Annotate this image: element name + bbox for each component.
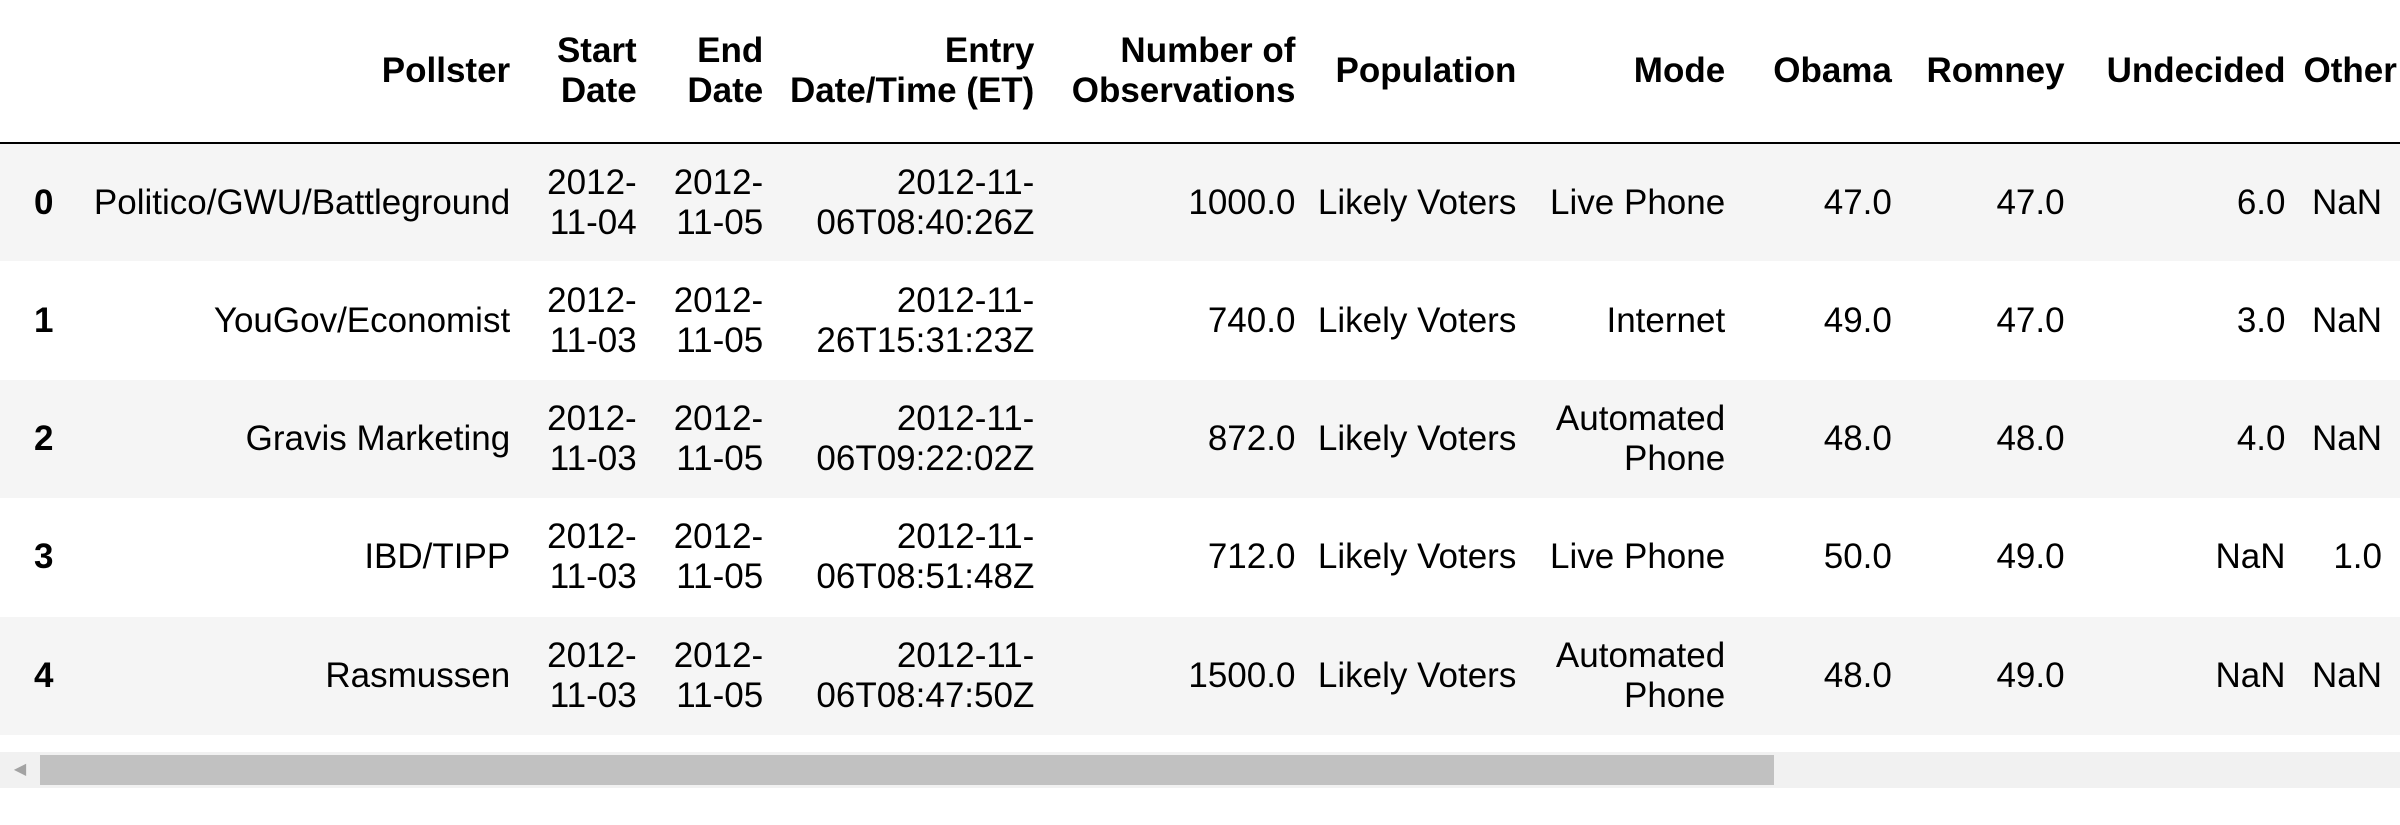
column-header-undecided: Undecided: [2106, 51, 2286, 90]
column-header-start-date: Start Date: [556, 31, 637, 110]
cell-obama: 47.0: [1823, 182, 1892, 222]
cell-end-date: 2012-11-05: [673, 517, 764, 597]
cell-entry-datetime: 2012-11-26T15:31:23Z: [816, 280, 1035, 360]
scrollbar-thumb[interactable]: [40, 755, 1774, 785]
row-index: 0: [34, 182, 54, 222]
cell-obama: 48.0: [1823, 418, 1892, 458]
cell-obama: 50.0: [1823, 537, 1892, 577]
table-row: 0 Politico/GWU/Battleground 2012-11-04 2…: [0, 143, 2400, 262]
cell-pollster: Rasmussen: [325, 655, 511, 695]
cell-undecided: 3.0: [2236, 300, 2286, 340]
cell-romney: 48.0: [1996, 418, 2065, 458]
cell-undecided: NaN: [2215, 537, 2286, 577]
cell-mode: Automated Phone: [1555, 635, 1726, 715]
dataframe-output: Pollster Start Date End Date Entry Date/…: [0, 0, 2400, 735]
header-row: Pollster Start Date End Date Entry Date/…: [0, 0, 2400, 143]
cell-end-date: 2012-11-05: [673, 398, 764, 478]
cell-romney: 49.0: [1996, 655, 2065, 695]
cell-start-date: 2012-11-03: [547, 517, 637, 597]
index-header: [0, 0, 80, 143]
column-header-end-date: End Date: [687, 31, 764, 110]
cell-other: NaN: [2311, 418, 2382, 458]
cell-number-of-observations: 712.0: [1207, 537, 1296, 577]
cell-mode: Live Phone: [1550, 537, 1726, 577]
column-header-other: Other: [2303, 51, 2397, 90]
cell-mode: Live Phone: [1550, 182, 1726, 222]
cell-undecided: NaN: [2215, 655, 2286, 695]
row-index: 2: [34, 418, 54, 458]
cell-undecided: 6.0: [2236, 182, 2286, 222]
cell-mode: Internet: [1606, 300, 1726, 340]
cell-entry-datetime: 2012-11-06T08:47:50Z: [816, 635, 1035, 715]
cell-entry-datetime: 2012-11-06T08:51:48Z: [816, 517, 1035, 597]
cell-other: 1.0: [2333, 537, 2382, 577]
column-header-number-of-observations: Number of Observations: [1071, 31, 1296, 110]
column-header-entry-datetime: Entry Date/Time (ET): [789, 31, 1035, 110]
horizontal-scrollbar[interactable]: ◀: [0, 752, 2400, 788]
cell-population: Likely Voters: [1317, 418, 1517, 458]
column-header-romney: Romney: [1926, 51, 2065, 90]
cell-end-date: 2012-11-05: [673, 635, 764, 715]
cell-population: Likely Voters: [1317, 182, 1517, 222]
cell-population: Likely Voters: [1317, 655, 1517, 695]
table-row: 1 YouGov/Economist 2012-11-03 2012-11-05…: [0, 261, 2400, 380]
cell-romney: 47.0: [1996, 182, 2065, 222]
column-header-mode: Mode: [1633, 51, 1726, 90]
cell-other: NaN: [2311, 655, 2382, 695]
cell-obama: 48.0: [1823, 655, 1892, 695]
row-index: 1: [34, 300, 54, 340]
row-index: 4: [34, 655, 54, 695]
cell-other: NaN: [2311, 300, 2382, 340]
cell-romney: 47.0: [1996, 300, 2065, 340]
cell-population: Likely Voters: [1317, 300, 1517, 340]
table-row: 2 Gravis Marketing 2012-11-03 2012-11-05…: [0, 379, 2400, 499]
cell-mode: Automated Phone: [1555, 398, 1726, 478]
dataframe-table: Pollster Start Date End Date Entry Date/…: [0, 0, 2400, 735]
cell-other: NaN: [2311, 182, 2382, 222]
cell-obama: 49.0: [1823, 300, 1892, 340]
cell-end-date: 2012-11-05: [673, 280, 764, 360]
cell-number-of-observations: 1000.0: [1188, 182, 1296, 222]
triangle-left-icon[interactable]: ◀: [13, 761, 27, 778]
cell-entry-datetime: 2012-11-06T09:22:02Z: [816, 398, 1035, 478]
cell-population: Likely Voters: [1317, 537, 1517, 577]
cell-entry-datetime: 2012-11-06T08:40:26Z: [816, 162, 1035, 242]
cell-start-date: 2012-11-03: [547, 398, 637, 478]
row-index: 3: [34, 537, 54, 577]
table-row: 4 Rasmussen 2012-11-03 2012-11-05 2012-1…: [0, 616, 2400, 735]
cell-pollster: Politico/GWU/Battleground: [93, 182, 511, 222]
cell-number-of-observations: 872.0: [1207, 418, 1296, 458]
cell-pollster: Gravis Marketing: [245, 418, 511, 458]
cell-romney: 49.0: [1996, 537, 2065, 577]
column-header-population: Population: [1335, 51, 1517, 90]
column-header-pollster: Pollster: [381, 51, 511, 90]
cell-start-date: 2012-11-04: [547, 162, 637, 242]
cell-start-date: 2012-11-03: [547, 635, 637, 715]
cell-start-date: 2012-11-03: [547, 280, 637, 360]
cell-undecided: 4.0: [2236, 418, 2286, 458]
cell-pollster: IBD/TIPP: [364, 537, 511, 577]
cell-number-of-observations: 740.0: [1207, 300, 1296, 340]
cell-number-of-observations: 1500.0: [1188, 655, 1296, 695]
cell-pollster: YouGov/Economist: [213, 300, 511, 340]
table-row: 3 IBD/TIPP 2012-11-03 2012-11-05 2012-11…: [0, 498, 2400, 617]
cell-end-date: 2012-11-05: [673, 162, 764, 242]
column-header-obama: Obama: [1773, 51, 1892, 90]
